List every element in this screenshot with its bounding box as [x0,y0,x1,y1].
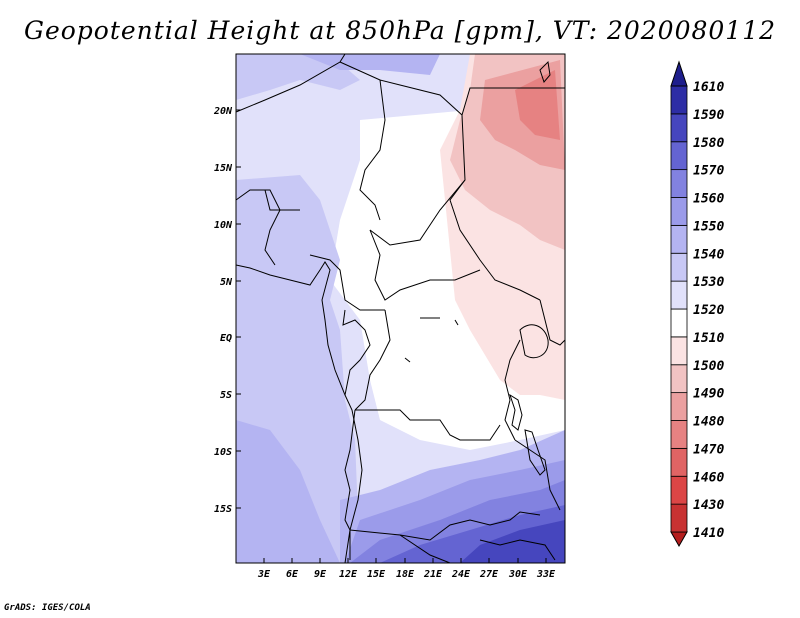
lat-label-5s: 5S [220,390,232,401]
colorbar-swatch [670,364,688,394]
colorbar-label: 1570 [693,164,724,179]
colorbar-swatch [670,224,688,254]
lon-label-9e: 9E [314,569,327,580]
colorbar-label: 1430 [693,498,724,513]
colorbar-label: 1560 [693,192,724,207]
lon-label-33e: 33E [536,569,556,580]
colorbar-swatch [670,392,688,421]
lon-label-12e: 12E [339,569,358,580]
colorbar-label: 1470 [693,442,724,457]
lon-label-3e: 3E [257,569,271,580]
credit-text: GrADS: IGES/COLA [4,603,91,613]
lon-label-15e: 15E [367,569,386,580]
colorbar-label: 1500 [693,359,724,374]
map-panel: 20N 15N 10N 5N EQ 5S 10S 15S 3E 6E 9E 12… [213,53,566,580]
colorbar-swatch [670,252,688,282]
colorbar-label: 1530 [693,275,724,290]
colorbar-upper-triangle [670,60,688,87]
colorbar-swatch [670,197,688,226]
colorbar-swatch [670,113,688,143]
colorbar-swatch [670,420,688,449]
colorbar-swatch [670,447,688,477]
colorbar-swatch [670,169,688,198]
colorbar-label: 1580 [693,136,724,151]
colorbar-lower-triangle [670,531,688,548]
lat-label-10s: 10S [214,447,232,458]
lon-label-30e: 30E [508,569,528,580]
lat-label-eq: EQ [220,333,232,344]
colorbar-swatch [670,475,688,505]
lon-label-18e: 18E [396,569,415,580]
field-1550-north [300,54,440,75]
colorbar-label: 1490 [693,387,724,402]
colorbar-swatch [670,85,688,115]
colorbar-label: 1510 [693,331,724,346]
map-frame [235,53,566,564]
lakes [404,317,549,476]
lon-label-24e: 24E [451,569,471,580]
lon-label-21e: 21E [423,569,443,580]
colorbar-swatch [670,308,688,338]
lon-label-6e: 6E [286,569,299,580]
colorbar-swatch [670,280,688,310]
colorbar-label: 1480 [693,415,724,430]
longitude-labels: 3E 6E 9E 12E 15E 18E 21E 24E 27E 30E 33E [257,569,556,580]
colorbar-swatch [670,336,688,366]
lat-ticks [236,109,547,563]
colorbar-label: 1540 [693,247,724,262]
lat-label-15n: 15N [214,163,233,174]
colorbar-label: 1460 [693,470,724,485]
lat-label-5n: 5N [220,277,233,288]
colorbar-label: 1590 [693,108,724,123]
lon-label-27e: 27E [479,569,499,580]
lat-label-15s: 15S [214,504,232,515]
red-sea-coast [539,60,551,83]
map-title: Geopotential Height at 850hPa [gpm], VT:… [23,16,777,45]
field-1550-sw [236,420,340,563]
colorbar-swatch [670,503,688,533]
lat-label-20n: 20N [213,106,233,117]
latitude-labels: 20N 15N 10N 5N EQ 5S 10S 15S [213,106,233,515]
colorbar-label: 1550 [693,219,724,234]
coastline [235,261,363,564]
colorbar-label: 1610 [693,80,724,95]
lat-label-10n: 10N [214,220,233,231]
colorbar-swatch [670,141,688,171]
colorbar: 1410 1430 1460 1470 1480 1490 1500 1510 1520 1530… [670,60,724,548]
colorbar-label: 1410 [693,526,724,541]
country-borders [235,53,566,564]
colorbar-label: 1520 [693,303,724,318]
